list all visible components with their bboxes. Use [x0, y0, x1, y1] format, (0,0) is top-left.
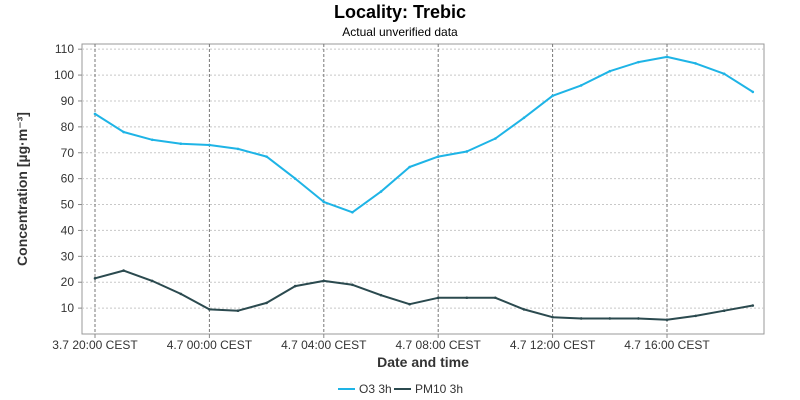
- series-line-o3: [94, 55, 754, 214]
- data-point: [608, 69, 612, 73]
- data-point: [522, 116, 526, 120]
- chart-title: Locality: Trebic: [333, 2, 467, 22]
- data-point: [379, 293, 383, 297]
- grid-layer: [82, 44, 764, 334]
- y-axis-title: Concentration [µg·m⁻³]: [14, 112, 30, 266]
- y-tick-label: 50: [61, 198, 75, 212]
- data-point: [665, 55, 669, 59]
- data-point: [93, 277, 97, 280]
- data-point: [351, 283, 354, 287]
- data-point: [179, 292, 183, 296]
- data-point: [694, 314, 697, 318]
- data-point: [208, 143, 211, 147]
- data-point: [379, 190, 383, 193]
- data-point: [751, 304, 755, 307]
- y-tick-label: 70: [61, 146, 75, 160]
- legend-label: PM10 3h: [415, 382, 463, 396]
- series-line-pm10: [94, 269, 753, 321]
- data-point: [637, 60, 640, 64]
- data-point: [436, 155, 440, 158]
- y-tick-label: 90: [61, 94, 75, 108]
- axis-layer: 10 20 30 40 50 60 70 80 90 100 110 3.7 20:00 CEST 4.…: [52, 42, 710, 352]
- data-point: [322, 200, 326, 204]
- data-point: [722, 309, 726, 312]
- data-point: [265, 155, 268, 158]
- y-tick-label: 100: [54, 68, 74, 82]
- data-point: [551, 94, 554, 98]
- y-tick-label: 30: [61, 249, 75, 263]
- x-tick-label: 4.7 16:00 CEST: [624, 338, 710, 352]
- data-point: [293, 284, 297, 288]
- data-point: [494, 296, 497, 300]
- data-point: [751, 90, 755, 94]
- data-point: [265, 301, 268, 305]
- plot-area: [81, 43, 765, 335]
- x-tick-label: 3.7 20:00 CEST: [52, 338, 138, 352]
- legend: O3 3h PM10 3h: [338, 382, 463, 396]
- data-point: [150, 138, 154, 142]
- data-point: [722, 72, 726, 76]
- data-point: [208, 308, 211, 311]
- x-tick-label: 4.7 00:00 CEST: [167, 338, 253, 352]
- y-tick-label: 110: [55, 42, 74, 56]
- data-point: [322, 279, 326, 283]
- data-point: [150, 279, 154, 283]
- data-point: [122, 130, 125, 134]
- data-point: [665, 318, 669, 322]
- y-tick-label: 40: [61, 223, 75, 237]
- y-tick-label: 80: [61, 120, 75, 134]
- x-tick-label: 4.7 04:00 CEST: [281, 338, 367, 352]
- chart-subtitle: Actual unverified data: [342, 25, 458, 39]
- data-point: [637, 317, 640, 320]
- x-axis-title: Date and time: [377, 354, 469, 370]
- data-point: [551, 315, 554, 319]
- data-point: [694, 62, 697, 65]
- data-point: [579, 84, 583, 87]
- data-point: [465, 296, 469, 300]
- data-point: [236, 147, 240, 151]
- data-point: [522, 308, 526, 311]
- x-tick-label: 4.7 12:00 CEST: [510, 338, 596, 352]
- data-point: [608, 317, 612, 320]
- data-point: [351, 211, 354, 214]
- data-point: [436, 296, 440, 300]
- series-layer: [93, 55, 755, 322]
- data-point: [494, 137, 497, 140]
- data-point: [408, 302, 411, 306]
- data-point: [93, 112, 97, 116]
- data-point: [408, 165, 411, 169]
- x-tick-label: 4.7 08:00 CEST: [396, 338, 482, 352]
- y-tick-label: 60: [61, 172, 75, 186]
- data-point: [236, 309, 240, 312]
- y-tick-label: 10: [61, 301, 75, 315]
- data-point: [579, 317, 583, 320]
- data-point: [465, 150, 469, 153]
- legend-label: O3 3h: [359, 382, 392, 396]
- y-tick-label: 20: [61, 275, 75, 289]
- data-point: [122, 269, 125, 272]
- data-point: [179, 142, 183, 145]
- data-point: [293, 177, 297, 180]
